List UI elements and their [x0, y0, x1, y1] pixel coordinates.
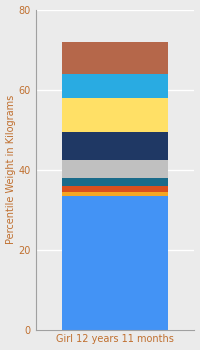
Bar	[62, 160, 168, 178]
Bar	[62, 186, 168, 193]
Bar	[62, 193, 168, 196]
Bar	[62, 196, 168, 330]
Y-axis label: Percentile Weight in Kilograms: Percentile Weight in Kilograms	[6, 95, 16, 244]
Bar	[62, 98, 168, 132]
Bar	[62, 42, 168, 74]
Bar	[62, 178, 168, 186]
Bar	[62, 74, 168, 98]
Bar	[62, 132, 168, 160]
